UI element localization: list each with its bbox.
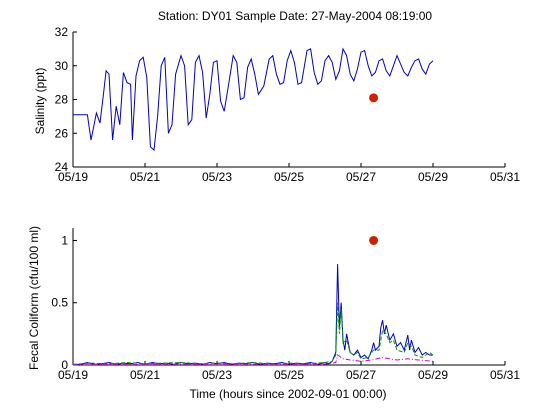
fecal-coliform-x-tick-label: 05/27 bbox=[346, 368, 376, 382]
salinity-y-tick-label: 32 bbox=[55, 25, 69, 39]
salinity-x-tick-label: 05/27 bbox=[346, 170, 376, 184]
salinity-series-line-1 bbox=[73, 47, 434, 152]
fecal-coliform-x-tick-label: 05/19 bbox=[58, 368, 88, 382]
fecal-coliform-x-tick-label: 05/25 bbox=[274, 368, 304, 382]
fecal-coliform-xlabel: Time (hours since 2002-09-01 00:00) bbox=[190, 387, 387, 401]
fecal-coliform-plot-area: 05/19 05/21 05/23 05/25 05/27 05/29 05/31 0 0.5 1 bbox=[51, 228, 520, 382]
salinity-x-tick-label: 05/29 bbox=[418, 170, 448, 184]
salinity-ylabel: Salinity (ppt) bbox=[33, 68, 47, 135]
fecal-coliform-x-tick-label: 05/21 bbox=[130, 368, 160, 382]
salinity-x-tick-label: 05/19 bbox=[58, 170, 88, 184]
salinity-x-tick-label: 05/25 bbox=[274, 170, 304, 184]
fecal-coliform-ylabel: Fecal Coliform (cfu/100 ml) bbox=[27, 226, 41, 370]
fecal-coliform-panel: 05/19 05/21 05/23 05/25 05/27 05/29 05/31 0 0.5 1… bbox=[27, 226, 520, 401]
fecal-coliform-series-line-3 bbox=[72, 354, 434, 366]
fecal-coliform-sample-marker bbox=[369, 235, 379, 245]
salinity-y-tick-label: 26 bbox=[55, 126, 69, 140]
salinity-x-tick-label: 05/21 bbox=[130, 170, 160, 184]
fecal-coliform-x-tick-label: 05/23 bbox=[202, 368, 232, 382]
fecal-coliform-y-tick-label: 0.5 bbox=[51, 296, 68, 310]
fecal-coliform-series-line-1 bbox=[73, 264, 433, 365]
salinity-sample-marker bbox=[369, 93, 379, 103]
chart-title: Station: DY01 Sample Date: 27-May-2004 0… bbox=[158, 9, 432, 23]
salinity-x-tick-label: 05/31 bbox=[490, 170, 520, 184]
fecal-coliform-series-line-2 bbox=[72, 302, 434, 365]
salinity-y-tick-label: 28 bbox=[55, 93, 69, 107]
fecal-coliform-y-tick-label: 0 bbox=[61, 358, 68, 372]
salinity-panel: 05/19 05/21 05/23 05/25 05/27 05/29 05/31 24 26 2… bbox=[33, 25, 520, 184]
salinity-y-tick-label: 24 bbox=[55, 160, 69, 174]
salinity-y-tick-label: 30 bbox=[55, 59, 69, 73]
salinity-plot-area: 05/19 05/21 05/23 05/25 05/27 05/29 05/31 24 26 2… bbox=[55, 25, 521, 184]
fecal-coliform-x-tick-label: 05/31 bbox=[490, 368, 520, 382]
fecal-coliform-y-tick-label: 1 bbox=[61, 233, 68, 247]
fecal-coliform-x-tick-label: 05/29 bbox=[418, 368, 448, 382]
salinity-x-tick-label: 05/23 bbox=[202, 170, 232, 184]
